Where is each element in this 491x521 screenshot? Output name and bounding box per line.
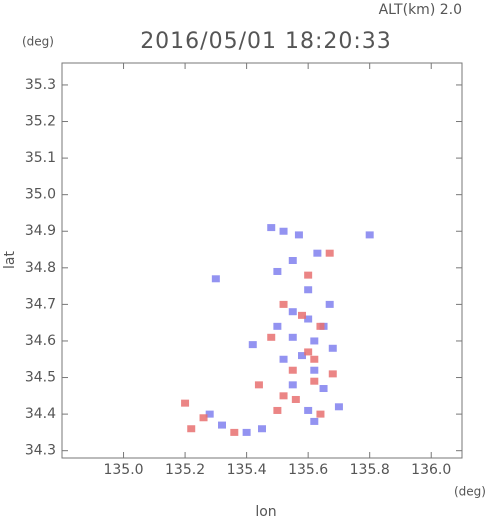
altitude-label: ALT(km) 2.0 [379,2,462,18]
echo-cell [273,322,282,330]
echo-cell [304,286,313,294]
y-unit: (deg) [22,35,54,49]
echo-cell [267,333,276,341]
x-unit: (deg) [454,485,486,499]
echo-cell [279,227,288,235]
echo-cell [298,311,306,319]
y-tick-label: 35.0 [25,187,56,203]
echo-cell [211,275,220,283]
echo-cell [279,392,288,400]
echo-cell [328,370,337,378]
echo-cell [310,366,319,374]
echo-cell [218,421,226,429]
x-tick-label: 135.4 [227,462,267,478]
echo-cell [181,399,190,407]
y-tick-label: 34.7 [25,296,56,312]
chart-title: 2016/05/01 18:20:33 [140,29,392,54]
x-tick-label: 135.8 [350,462,390,478]
echo-cell [248,341,257,349]
echo-cell [316,322,325,330]
echo-cell [304,348,313,356]
echo-cell [304,315,313,323]
echo-cell [273,267,282,275]
x-tick-label: 135.2 [165,462,205,478]
echo-cell [273,406,282,414]
x-tick-label: 135.6 [288,462,328,478]
plot-frame [61,62,463,459]
echo-cell [267,224,276,232]
echo-cell [187,425,196,433]
echo-cell [205,410,214,418]
y-tick-label: 34.8 [25,260,56,276]
y-tick-label: 35.2 [25,114,56,130]
echo-cell [304,271,313,279]
echo-cell [298,352,306,360]
echo-cell [288,333,297,341]
x-axis-label: lon [255,504,276,520]
echo-cell [334,403,343,411]
echo-cell [325,300,334,308]
echo-cell [258,425,266,433]
y-tick-label: 34.4 [25,406,56,422]
echo-cell [365,231,374,239]
echo-cell [230,428,239,436]
echo-cell [291,395,300,403]
x-tick-label: 135.0 [103,462,143,478]
echo-cell [319,385,328,393]
echo-cell [325,249,334,257]
echo-cell [316,410,325,418]
echo-cell [199,414,208,422]
y-tick-label: 34.9 [25,223,56,239]
echo-cell [310,417,319,425]
y-tick-label: 34.5 [25,370,56,386]
echo-cell [288,381,297,389]
echo-cell [304,406,313,414]
echo-cell [310,337,319,345]
echo-cell [310,377,319,385]
echo-cell [288,366,297,374]
y-tick-label: 34.6 [25,333,56,349]
echo-cell [310,355,319,363]
y-axis-label: lat [2,251,18,269]
echo-cell [254,381,263,389]
echo-cell [328,344,337,352]
echo-cell [279,355,288,363]
echo-cell [288,308,297,316]
x-tick-label: 136.0 [411,462,451,478]
echo-cell [279,300,288,308]
echo-cell [288,257,297,264]
echo-cell [242,428,251,436]
echo-cell [294,231,303,239]
y-tick-label: 35.3 [25,77,56,93]
y-tick-label: 34.3 [25,443,56,459]
y-tick-label: 35.1 [25,150,56,166]
echo-cell [313,249,322,257]
